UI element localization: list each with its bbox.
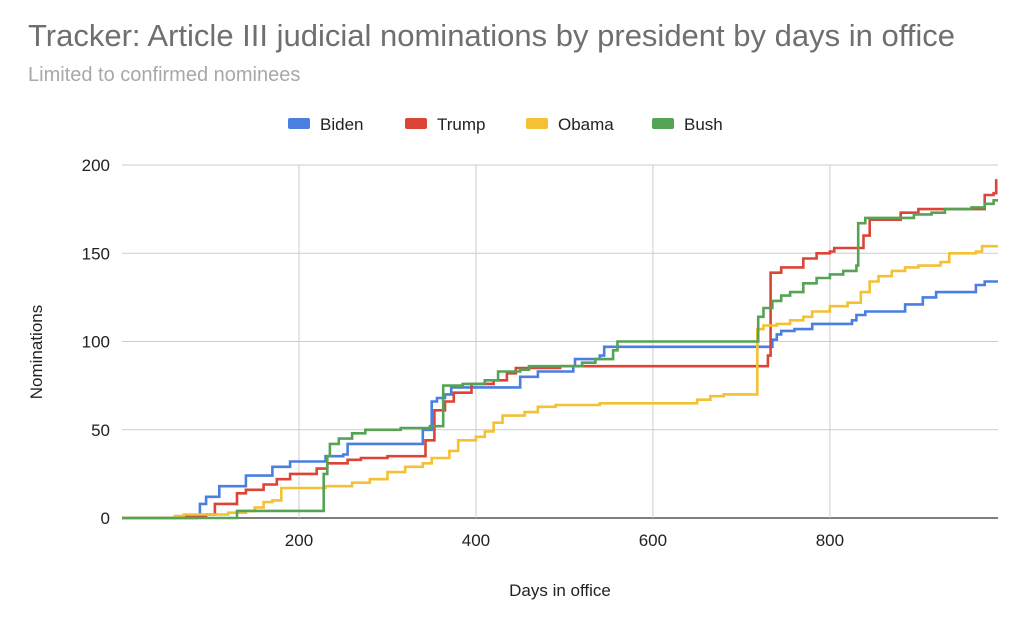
x-tick-label: 600 (639, 531, 667, 550)
y-tick-label: 100 (82, 333, 110, 352)
legend-label-bush: Bush (684, 115, 723, 134)
legend-swatch-biden (288, 118, 310, 129)
axis-ticks: 0 50 100 150 200 200 400 600 800 (82, 156, 844, 550)
legend-label-obama: Obama (558, 115, 614, 134)
chart-subtitle: Limited to confirmed nominees (28, 64, 301, 86)
series-line-bush (122, 199, 998, 520)
x-axis-label: Days in office (509, 581, 611, 600)
y-axis-label: Nominations (27, 305, 46, 400)
chart-title: Tracker: Article III judicial nomination… (28, 18, 955, 53)
series-line-trump (122, 179, 998, 520)
chart-legend: Biden Trump Obama Bush (288, 115, 723, 134)
y-tick-label: 0 (101, 509, 110, 528)
chart-series (122, 179, 998, 520)
series-line-obama (122, 244, 998, 520)
legend-swatch-trump (405, 118, 427, 129)
x-tick-label: 200 (285, 531, 313, 550)
y-tick-label: 50 (91, 421, 110, 440)
legend-label-biden: Biden (320, 115, 363, 134)
legend-swatch-bush (652, 118, 674, 129)
x-tick-label: 400 (462, 531, 490, 550)
chart-gridlines (122, 164, 998, 519)
legend-swatch-obama (526, 118, 548, 129)
y-tick-label: 150 (82, 244, 110, 263)
series-line-biden (122, 280, 998, 520)
x-tick-label: 800 (816, 531, 844, 550)
y-tick-label: 200 (82, 156, 110, 175)
legend-label-trump: Trump (437, 115, 486, 134)
